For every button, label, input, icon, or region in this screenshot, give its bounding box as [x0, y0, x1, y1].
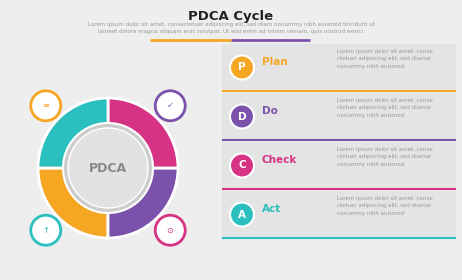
Circle shape [155, 91, 185, 121]
Circle shape [34, 218, 58, 242]
FancyBboxPatch shape [222, 191, 456, 238]
Text: Lorem ipsum dolor sit amet, conse
ctetuer adipiscing elit, sed diamar
nonummy ni: Lorem ipsum dolor sit amet, conse ctetue… [337, 196, 433, 216]
Text: Check: Check [262, 155, 298, 165]
Text: ≡: ≡ [43, 101, 49, 110]
Circle shape [68, 128, 148, 208]
Text: Lorem ipsum dolor sit amet, consectetuer adipiscing elit, sed diam nonummy nibh : Lorem ipsum dolor sit amet, consectetuer… [88, 22, 374, 27]
Text: Lorem ipsum dolor sit amet, conse
ctetuer adipiscing elit, sed diamar
nonummy ni: Lorem ipsum dolor sit amet, conse ctetue… [337, 147, 433, 167]
Circle shape [158, 218, 182, 242]
Text: Act: Act [262, 204, 281, 214]
Text: PDCA Cycle: PDCA Cycle [188, 10, 274, 23]
FancyBboxPatch shape [222, 93, 456, 140]
Text: Do: Do [262, 106, 278, 116]
Circle shape [31, 215, 61, 245]
Circle shape [31, 91, 61, 121]
Circle shape [34, 94, 58, 118]
Text: P: P [238, 62, 246, 73]
Text: ⊙: ⊙ [167, 226, 174, 235]
Text: PDCA: PDCA [89, 162, 127, 174]
Circle shape [230, 153, 254, 178]
Circle shape [63, 123, 153, 213]
Wedge shape [108, 98, 178, 168]
FancyBboxPatch shape [222, 142, 456, 189]
Wedge shape [108, 168, 178, 238]
Text: D: D [237, 111, 246, 122]
Text: A: A [238, 209, 246, 220]
Circle shape [230, 104, 254, 129]
Text: ↑: ↑ [43, 226, 49, 235]
Circle shape [230, 202, 254, 227]
Text: Plan: Plan [262, 57, 288, 67]
Circle shape [158, 94, 182, 118]
Text: ✓: ✓ [167, 101, 174, 110]
Circle shape [230, 55, 254, 80]
FancyBboxPatch shape [222, 44, 456, 91]
Text: Lorem ipsum dolor sit amet, conse
ctetuer adipiscing elit, sed diamar
nonummy ni: Lorem ipsum dolor sit amet, conse ctetue… [337, 49, 433, 69]
Text: Lorem ipsum dolor sit amet, conse
ctetuer adipiscing elit, sed diamar
nonummy ni: Lorem ipsum dolor sit amet, conse ctetue… [337, 98, 433, 118]
Wedge shape [38, 168, 108, 238]
Circle shape [155, 215, 185, 245]
Text: laoreet dolore magna aliquam erat volutpat. Ut wisi enim ad minim veniam, quis n: laoreet dolore magna aliquam erat volutp… [98, 29, 364, 34]
Text: C: C [238, 160, 246, 171]
Wedge shape [38, 98, 108, 168]
